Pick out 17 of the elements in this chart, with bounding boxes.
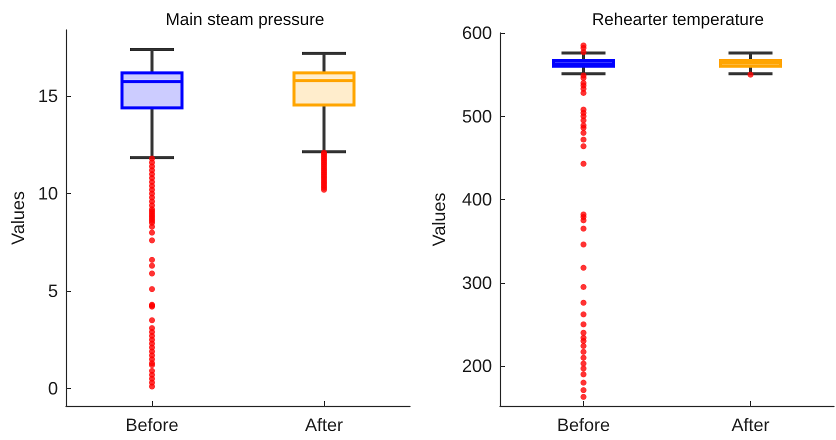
y-tick-label: 300 — [462, 272, 492, 293]
y-tick-label: 200 — [462, 356, 492, 376]
y-tick-label: 0 — [48, 378, 58, 398]
y-tick-label: 500 — [462, 106, 492, 126]
chart-title: Rehearter temperature — [592, 10, 764, 29]
y-tick-label: 600 — [462, 23, 492, 43]
y-tick-label: 5 — [48, 281, 58, 302]
y-axis-title: Values — [429, 192, 449, 246]
y-tick-label: 10 — [38, 184, 58, 204]
y-tick-label: 15 — [38, 86, 58, 106]
y-axis-title: Values — [8, 191, 28, 245]
x-tick-label: Before — [125, 415, 179, 435]
x-tick-label: Before — [556, 415, 610, 435]
x-tick-label: After — [731, 415, 770, 435]
chart-title: Main steam pressure — [166, 10, 324, 29]
y-tick-label: 400 — [462, 190, 492, 210]
x-tick-label: After — [304, 415, 344, 435]
